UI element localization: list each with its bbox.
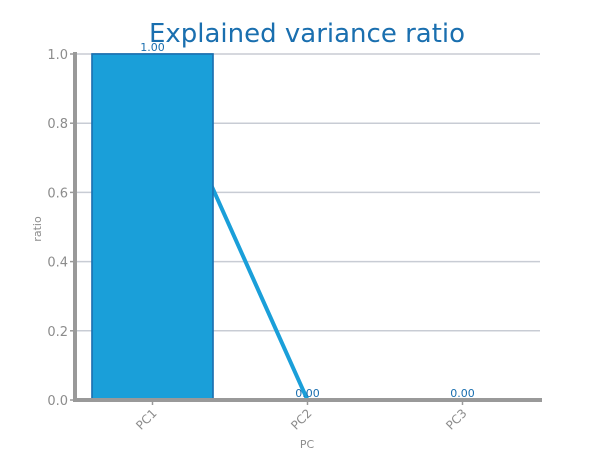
data-labels: 1.00 0.00 0.00 [140, 41, 475, 400]
x-tick-label: PC1 [133, 406, 159, 432]
x-axis-label: PC [300, 438, 315, 450]
x-tick-label: PC3 [443, 406, 469, 432]
y-tick-label: 1.0 [47, 48, 68, 63]
y-axis-label: ratio [31, 216, 44, 242]
bar-pc1-front [91, 53, 214, 401]
axes [70, 52, 542, 405]
data-label: 0.00 [295, 387, 320, 400]
y-tick-label: 0.8 [47, 117, 68, 132]
y-tick-label: 0.4 [47, 256, 68, 271]
x-tick-label: PC2 [288, 406, 314, 432]
x-tick-labels: PC1 PC2 PC3 [133, 406, 469, 432]
y-tick-label: 0.2 [47, 325, 68, 340]
y-tick-label: 0.0 [47, 394, 68, 409]
data-label: 0.00 [450, 387, 475, 400]
data-label: 1.00 [140, 41, 165, 54]
y-tick-labels: 0.0 0.2 0.4 0.6 0.8 1.0 [47, 48, 68, 409]
chart-title: Explained variance ratio [149, 19, 465, 49]
trend-line-layer [91, 53, 463, 402]
y-tick-label: 0.6 [47, 186, 68, 201]
